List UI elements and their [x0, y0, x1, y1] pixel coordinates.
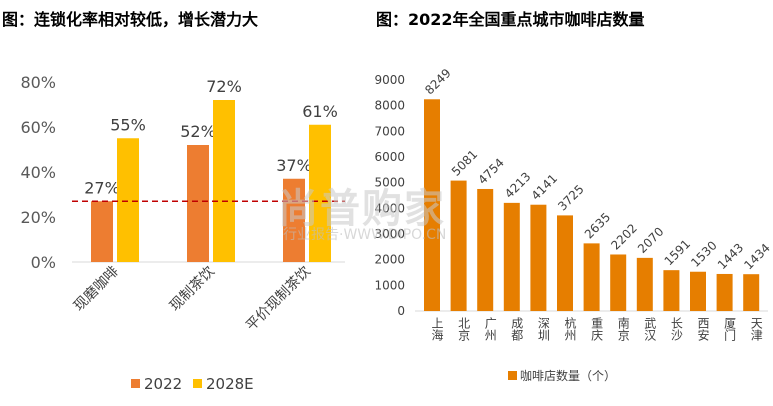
right-data-label: 1530	[688, 238, 719, 269]
right-y-tick-label: 8000	[374, 99, 405, 113]
left-y-tick-label: 60%	[20, 118, 56, 137]
left-y-tick-label: 40%	[20, 163, 56, 182]
right-bar-5	[557, 215, 573, 311]
left-bar-2028E-2	[309, 124, 331, 262]
left-category-label: 现制茶饮	[167, 264, 218, 315]
right-data-label: 1434	[741, 241, 772, 272]
left-data-label: 61%	[302, 102, 338, 121]
right-bar-9	[663, 270, 680, 311]
right-y-tick-label: 5000	[374, 176, 405, 190]
right-y-tick-label: 1000	[374, 278, 405, 292]
left-legend-label-2028E: 2028E	[206, 375, 254, 393]
left-y-tick-label: 20%	[20, 208, 56, 227]
right-data-label: 2635	[582, 210, 613, 241]
right-legend-label: 咖啡店数量（个）	[520, 368, 616, 383]
right-data-label: 4141	[529, 171, 560, 202]
right-bar-7	[610, 254, 627, 311]
left-y-tick-label: 0%	[31, 253, 56, 272]
right-bar-3	[503, 202, 520, 311]
right-category-label: 杭州	[563, 316, 577, 341]
left-bar-2022-1	[187, 145, 209, 262]
right-y-tick-label: 4000	[374, 201, 405, 215]
right-data-label: 2202	[608, 221, 639, 252]
right-y-tick-label: 3000	[374, 227, 405, 241]
left-data-label: 37%	[276, 156, 312, 175]
right-y-tick-label: 0	[397, 304, 405, 318]
right-category-label: 武汉	[643, 317, 657, 341]
right-y-tick-label: 9000	[374, 73, 405, 87]
right-bar-12	[743, 274, 760, 311]
left-chart-title: 图：连锁化率相对较低，增长潜力大	[2, 10, 259, 29]
left-y-tick-label: 80%	[20, 73, 56, 92]
right-data-label: 5081	[449, 147, 480, 178]
right-data-label: 1443	[715, 241, 746, 272]
right-category-label: 南京	[616, 316, 630, 342]
right-category-label: 西安	[696, 317, 710, 341]
right-bar-10	[690, 271, 706, 311]
right-category-label: 上海	[430, 317, 444, 341]
right-category-label: 天津	[749, 317, 763, 341]
left-legend-label-2022: 2022	[144, 375, 182, 393]
left-bar-2022-2	[283, 178, 305, 262]
left-bar-2028E-0	[117, 138, 139, 262]
right-bar-2	[477, 188, 494, 311]
right-data-label: 4754	[475, 156, 506, 187]
right-category-label: 厦门	[723, 317, 737, 341]
right-data-label: 3725	[555, 182, 586, 213]
right-legend-swatch	[508, 371, 517, 380]
right-category-label: 成都	[510, 317, 524, 341]
right-data-label: 2070	[635, 224, 666, 255]
right-data-label: 1591	[662, 237, 693, 268]
right-bar-6	[583, 243, 600, 311]
left-data-label: 52%	[180, 122, 216, 141]
left-data-label: 72%	[206, 77, 242, 96]
right-bar-11	[716, 273, 733, 311]
right-category-label: 重庆	[590, 317, 604, 341]
right-bar-8	[636, 257, 653, 311]
watermark: 尚普购家	[278, 186, 446, 232]
right-bar-1	[450, 180, 467, 311]
left-category-label: 现磨咖啡	[71, 264, 122, 315]
right-bar-0	[424, 99, 440, 311]
left-data-label: 27%	[84, 178, 120, 197]
right-data-label: 8249	[422, 66, 453, 97]
right-bar-4	[530, 204, 547, 311]
left-legend-swatch-2022	[131, 379, 140, 388]
left-legend-swatch-2028E	[193, 379, 202, 388]
left-bar-2022-0	[91, 201, 113, 262]
right-y-tick-label: 2000	[374, 253, 405, 267]
right-chart-title: 图：2022年全国重点城市咖啡店数量	[376, 10, 645, 29]
left-bar-2028E-1	[213, 100, 235, 262]
right-y-tick-label: 6000	[374, 150, 405, 164]
right-category-label: 北京	[457, 317, 471, 342]
right-data-label: 4213	[502, 169, 533, 200]
right-y-tick-label: 7000	[374, 124, 405, 138]
watermark-subtext: 行业报告·WWW.DIPO.CN	[283, 227, 447, 243]
right-category-label: 长沙	[669, 317, 683, 341]
right-category-label: 广州	[483, 317, 497, 341]
left-data-label: 55%	[110, 115, 146, 134]
right-category-label: 深圳	[536, 317, 550, 341]
left-category-label: 平价现制茶饮	[243, 264, 314, 335]
